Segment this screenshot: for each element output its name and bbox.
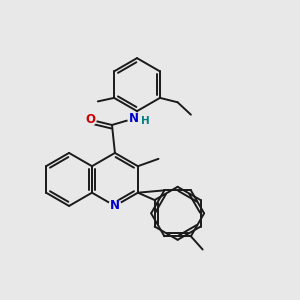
Text: O: O: [85, 113, 95, 126]
Text: N: N: [129, 112, 139, 125]
Circle shape: [128, 112, 140, 125]
Text: H: H: [141, 116, 150, 126]
Circle shape: [109, 200, 121, 212]
Text: N: N: [110, 200, 120, 212]
Circle shape: [84, 113, 96, 126]
